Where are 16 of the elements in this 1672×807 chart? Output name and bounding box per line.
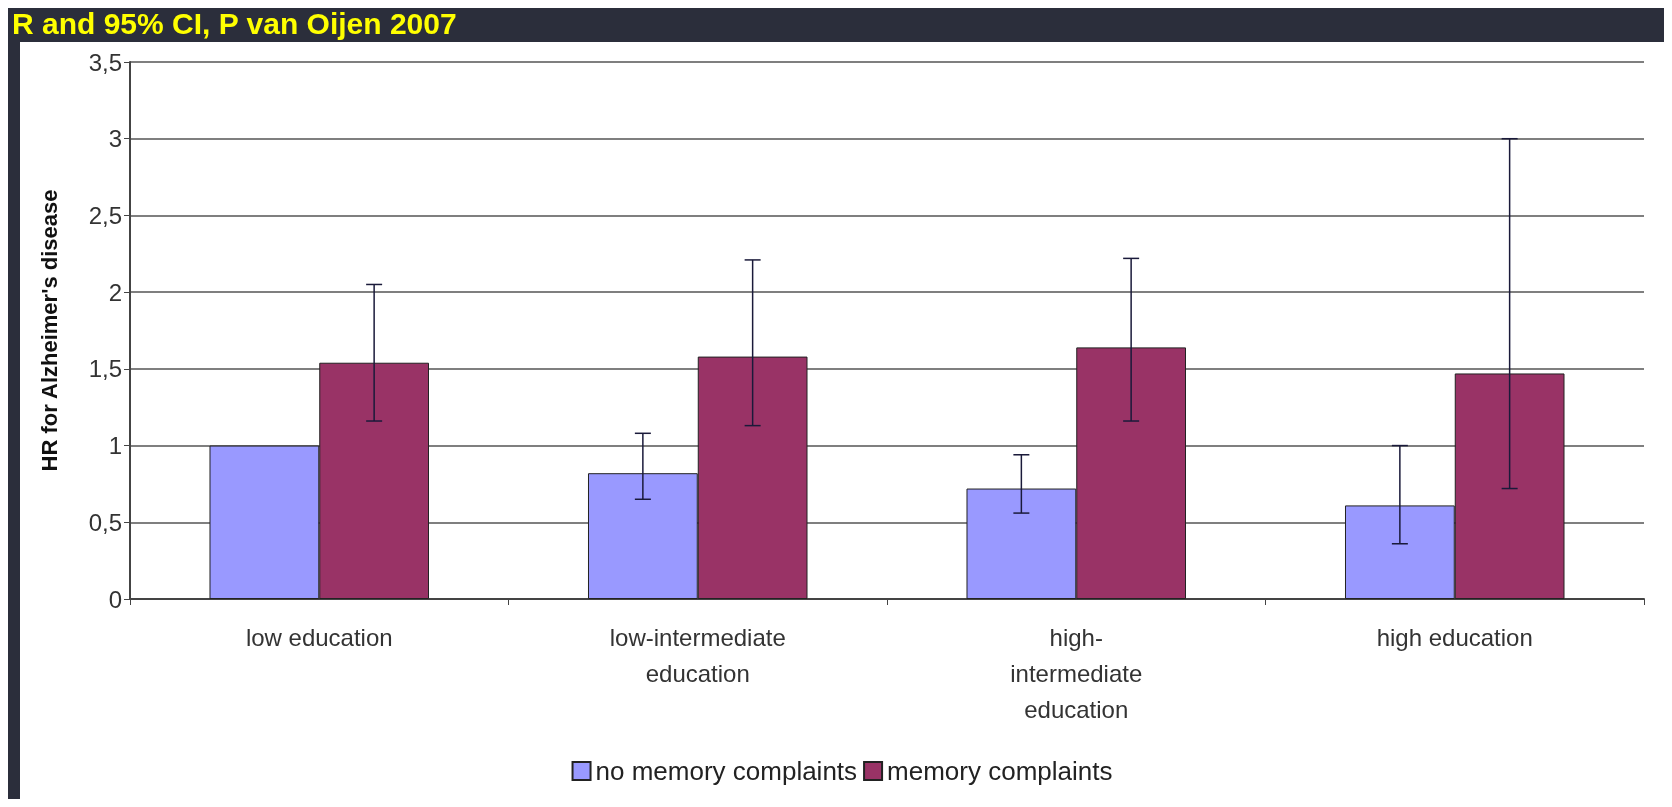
x-tick-label: low-intermediate education bbox=[609, 623, 786, 687]
y-axis-title: HR for Alzheimer's disease bbox=[36, 189, 62, 472]
x-tick-label: high education bbox=[1376, 623, 1533, 651]
y-tick-label: 2 bbox=[108, 278, 122, 306]
y-tick-label: 2,5 bbox=[88, 201, 122, 229]
y-tick-label: 0,5 bbox=[88, 508, 122, 536]
chart-title: R and 95% CI, P van Oijen 2007 bbox=[11, 7, 458, 40]
x-tick-label: high- intermediate education bbox=[1010, 623, 1143, 723]
legend-label: no memory complaints bbox=[595, 756, 858, 786]
y-tick-label: 3 bbox=[108, 125, 122, 153]
y-tick-label: 0 bbox=[108, 585, 122, 613]
y-tick-label: 1 bbox=[108, 432, 122, 460]
legend-label: memory complaints bbox=[887, 756, 1113, 786]
y-tick-label: 1,5 bbox=[88, 355, 122, 383]
y-tick-label: 3,5 bbox=[88, 48, 122, 76]
x-tick-label: low education bbox=[245, 623, 393, 651]
